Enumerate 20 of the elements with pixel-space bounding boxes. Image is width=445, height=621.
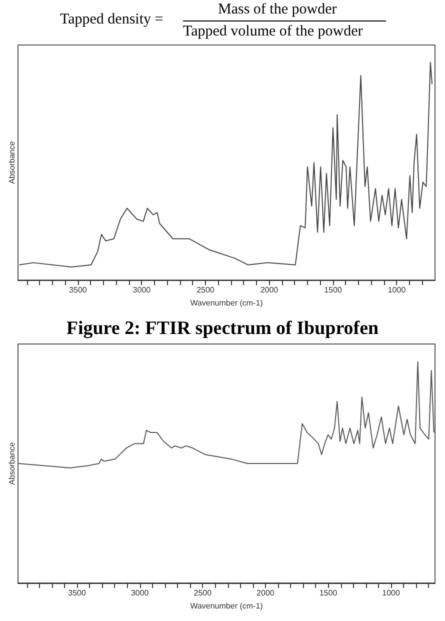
x-tick-label: 3000 [130,588,150,598]
x-axis-title: Wavenumber (cm-1) [190,601,264,610]
chart-title: Figure 2: FTIR spectrum of Ibuprofen [66,318,380,339]
x-tick-label: 2000 [260,286,279,295]
x-tick-label: 1000 [382,588,400,598]
x-axis-title: Wavenumber (cm-1) [190,298,264,308]
x-tick-label: 1000 [388,286,406,295]
x-tick-label: 3000 [132,286,152,295]
x-tick-label: 2500 [196,286,215,295]
x-tick-label: 3500 [69,286,88,295]
y-axis-title: Absorbance [8,140,16,184]
y-axis-title: Absorbance [8,442,16,485]
text: Tapped density = [60,12,164,28]
x-tick-label: 2000 [256,588,275,598]
x-tick-label: 3500 [68,588,86,598]
x-tick-label: 1500 [324,286,342,295]
x-tick-label: 2500 [194,588,212,598]
text: Tapped volume of the powder [183,24,363,40]
x-tick-label: 1500 [319,588,338,598]
text: Mass of the powder [218,2,337,18]
